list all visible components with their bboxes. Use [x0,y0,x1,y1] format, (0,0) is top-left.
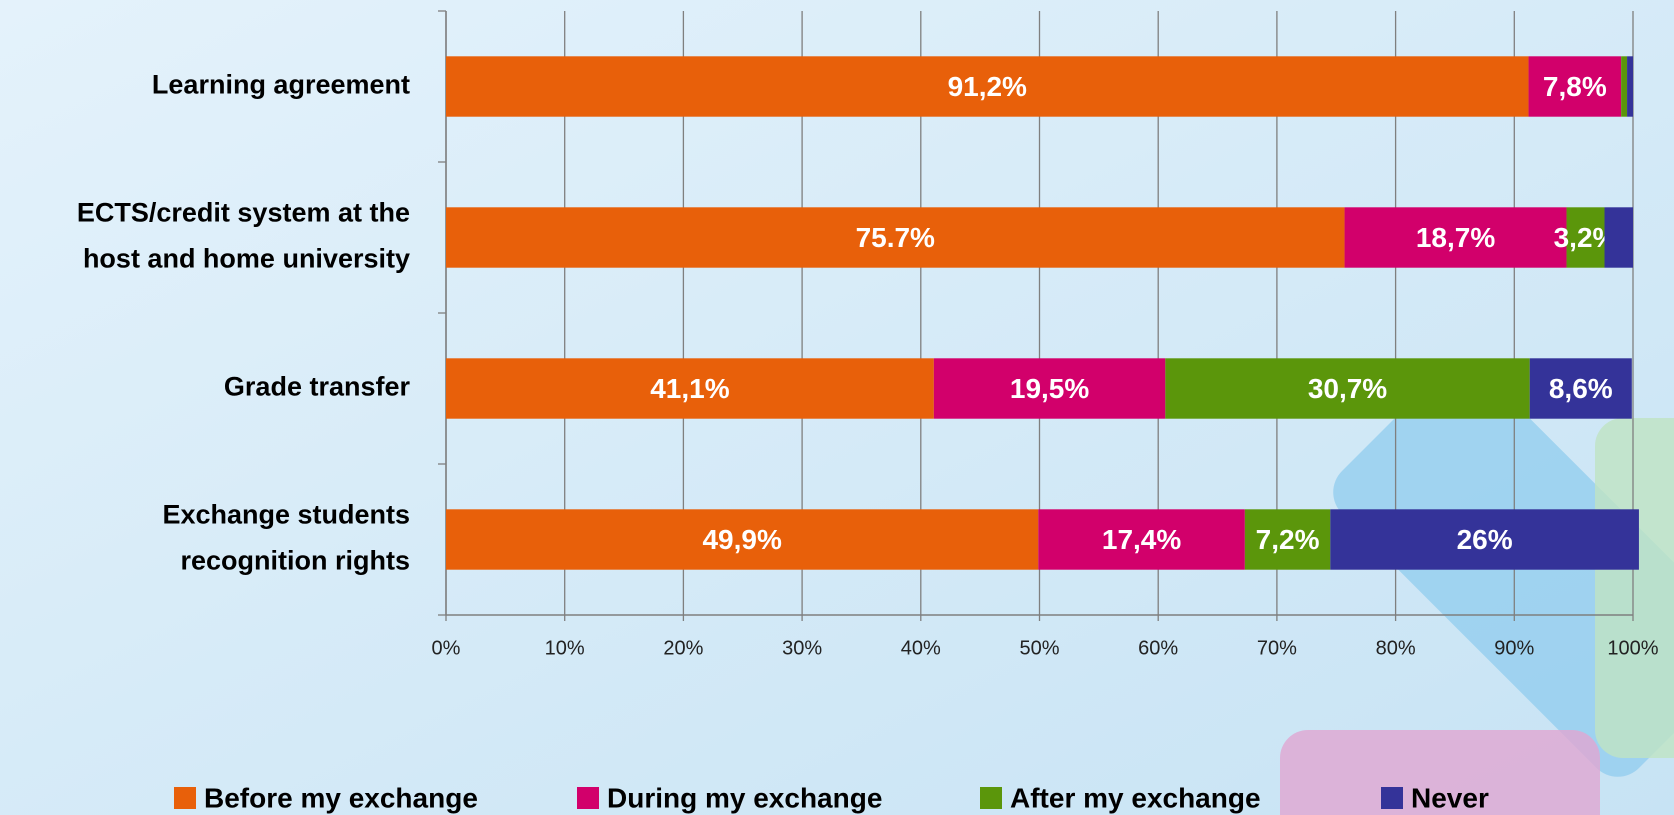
bar-segment [1627,56,1633,117]
data-label: 19,5% [1010,373,1089,404]
x-tick-label: 70% [1257,637,1297,659]
bar-segment [446,207,1345,268]
data-label: 49,9% [702,524,781,555]
legend-swatch [174,787,196,809]
x-tick-label: 0% [432,637,461,659]
data-label: 91,2% [948,71,1027,102]
bar-segment [1566,207,1605,268]
x-tick-label: 10% [545,637,585,659]
x-tick-label: 40% [901,637,941,659]
x-tick-label: 80% [1376,637,1416,659]
bar-segment [1604,207,1633,268]
legend-label: During my exchange [607,782,882,813]
legend-label: Never [1411,782,1489,813]
data-label: 41,1% [650,373,729,404]
category-label: ECTS/credit system at the host and home u… [77,198,410,274]
legend-swatch [1381,787,1403,809]
decor-shape [1595,418,1674,758]
x-tick-label: 90% [1494,637,1534,659]
bar-segment [446,56,1529,117]
category-label: Exchange students recognition rights [162,500,410,576]
legend-label: Before my exchange [204,782,478,813]
category-label: Grade transfer [224,372,411,402]
bar-segment [933,358,1166,419]
bar-segment [1529,358,1632,419]
legend-swatch [577,787,599,809]
bar-segment [1344,207,1567,268]
data-label: 7,2% [1256,524,1320,555]
x-tick-label: 100% [1607,637,1658,659]
bar-segment [1038,509,1245,570]
bar-segment [1528,56,1622,117]
bar-segment [1165,358,1530,419]
data-label: 75.7% [856,222,935,253]
x-tick-label: 50% [1019,637,1059,659]
data-label: 7,8% [1543,71,1607,102]
bar-segment [1244,509,1331,570]
x-tick-label: 30% [782,637,822,659]
bar-segment [446,509,1039,570]
bar-segment [1330,509,1639,570]
legend-swatch [980,787,1002,809]
category-label: Learning agreement [152,70,410,100]
data-label: 30,7% [1308,373,1387,404]
bar-segment [1621,56,1628,117]
legend-label: After my exchange [1010,782,1261,813]
x-tick-label: 20% [663,637,703,659]
bar-segment [446,358,934,419]
data-label: 17,4% [1102,524,1181,555]
data-label: 26% [1457,524,1513,555]
decor-shape [1280,730,1600,815]
data-label: 8,6% [1549,373,1613,404]
data-label: 18,7% [1416,222,1495,253]
x-tick-label: 60% [1138,637,1178,659]
